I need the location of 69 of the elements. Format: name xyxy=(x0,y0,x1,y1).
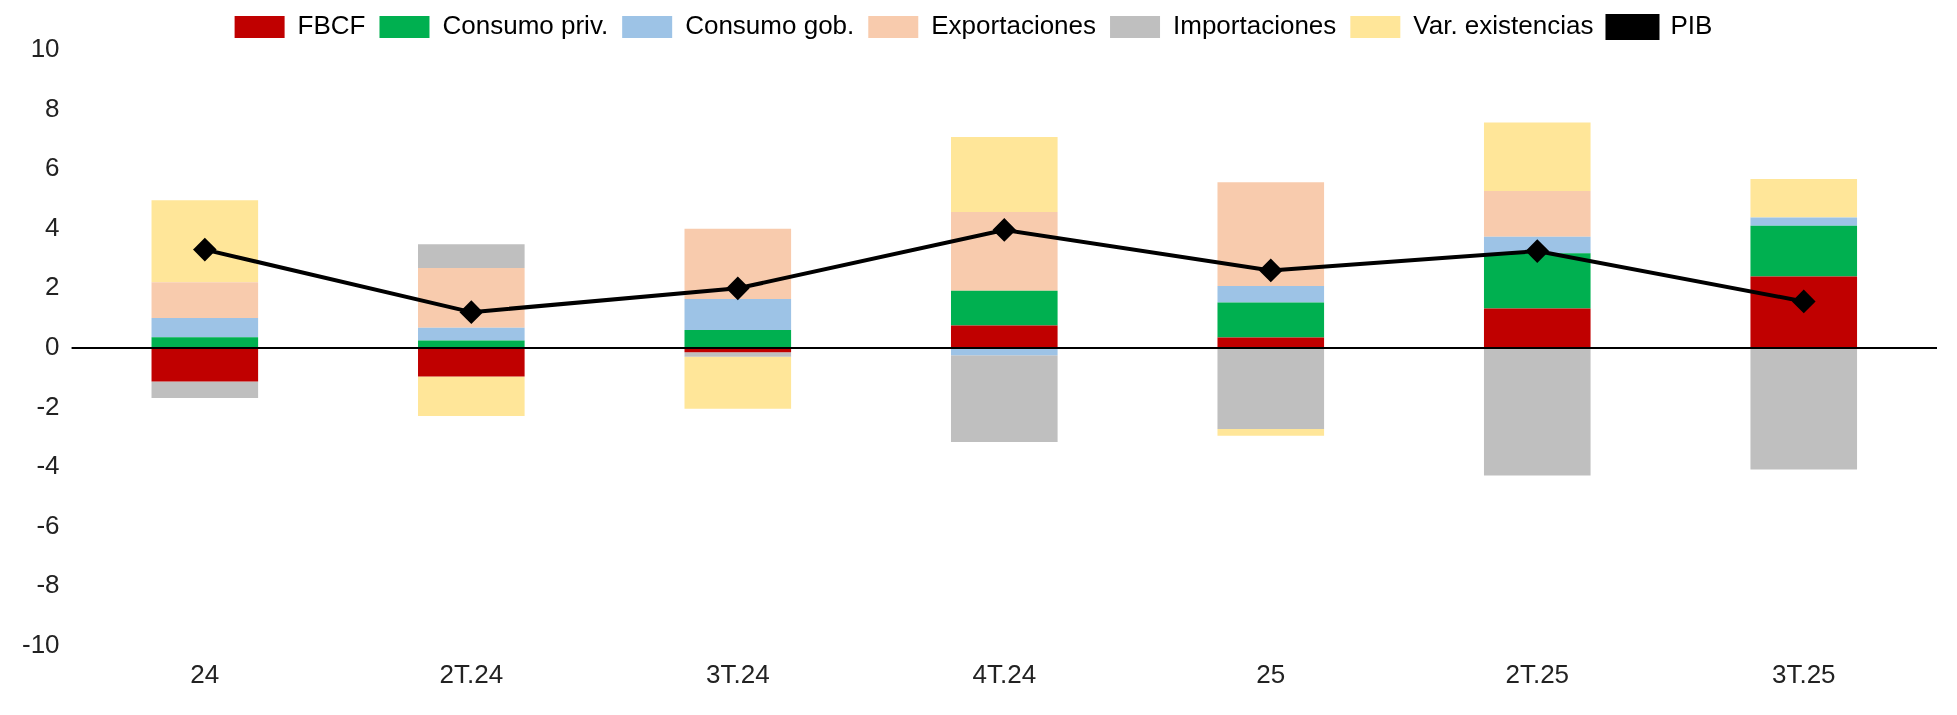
point xyxy=(726,277,749,300)
y-tick-label: 8 xyxy=(45,92,60,123)
legend-label: Consumo gob. xyxy=(685,10,855,41)
x-tick-label: 3T.24 xyxy=(706,658,770,689)
bar xyxy=(151,200,259,283)
bar xyxy=(418,376,525,417)
point xyxy=(1526,240,1549,263)
bar xyxy=(1217,302,1325,338)
bar xyxy=(1217,347,1325,429)
point xyxy=(1259,259,1282,282)
bar xyxy=(950,212,1058,291)
bar xyxy=(950,136,1058,213)
y-tick-label: 10 xyxy=(30,33,60,64)
bar xyxy=(1483,122,1591,191)
x-tick-label: 2T.24 xyxy=(439,658,504,689)
bar xyxy=(151,347,259,382)
x-tick-label: 24 xyxy=(190,658,220,689)
bar xyxy=(950,355,1058,443)
bar xyxy=(418,244,525,269)
bar xyxy=(1483,190,1591,237)
bar xyxy=(418,268,525,328)
legend-label: PIB xyxy=(1670,10,1713,41)
legend-label: Consumo priv. xyxy=(442,10,609,41)
bar xyxy=(151,318,259,338)
y-tick-label: -8 xyxy=(36,569,60,600)
bar xyxy=(1217,182,1325,286)
y-tick-label: -10 xyxy=(22,628,60,659)
legend-label: Importaciones xyxy=(1173,10,1337,41)
bar xyxy=(684,228,792,300)
point xyxy=(993,218,1016,241)
bar xyxy=(1217,337,1325,348)
bar xyxy=(418,347,525,377)
legend-label: FBCF xyxy=(297,10,366,41)
y-tick-label: 6 xyxy=(45,152,60,183)
legend-label: Var. existencias xyxy=(1413,10,1594,41)
bar xyxy=(684,352,792,357)
bar xyxy=(1483,253,1591,309)
point xyxy=(460,301,483,324)
bar xyxy=(1217,428,1325,436)
bar xyxy=(950,290,1058,326)
bar xyxy=(151,282,259,319)
y-tick-label: -6 xyxy=(36,509,60,540)
legend-label: Exportaciones xyxy=(931,10,1097,41)
y-tick-label: -4 xyxy=(36,450,60,481)
x-tick-label: 25 xyxy=(1256,658,1286,689)
bar xyxy=(684,356,792,409)
bar xyxy=(1750,178,1858,218)
bar xyxy=(1750,276,1858,348)
x-tick-label: 3T.25 xyxy=(1771,658,1836,689)
y-tick-label: 2 xyxy=(45,271,60,302)
bar xyxy=(151,337,259,348)
bar xyxy=(1217,285,1325,303)
point xyxy=(193,238,216,261)
bar xyxy=(1750,217,1858,226)
bar xyxy=(1483,347,1591,476)
bar xyxy=(950,325,1058,348)
bar xyxy=(151,381,259,398)
y-tick-label: 0 xyxy=(45,331,60,362)
y-tick-label: 4 xyxy=(45,211,60,242)
x-tick-label: 2T.25 xyxy=(1505,658,1570,689)
bar xyxy=(1750,225,1858,277)
y-tick-label: -2 xyxy=(36,390,60,421)
x-tick-label: 4T.24 xyxy=(972,658,1037,689)
point xyxy=(1792,290,1815,313)
bar xyxy=(684,330,792,348)
bar xyxy=(684,299,792,331)
bar xyxy=(1750,347,1858,470)
bar xyxy=(1483,308,1591,348)
bar xyxy=(418,327,525,341)
